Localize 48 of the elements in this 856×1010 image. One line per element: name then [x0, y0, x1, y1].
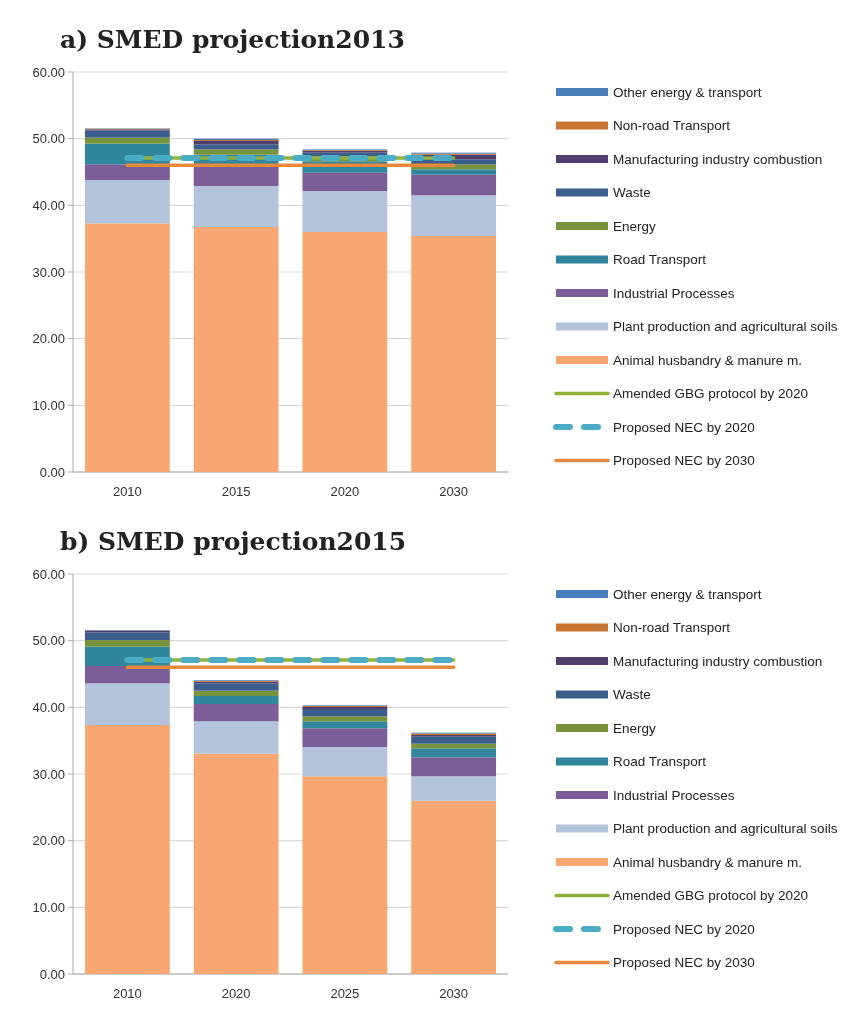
y-tick-label: 40.00 — [32, 699, 65, 715]
legend-label: Proposed NEC by 2020 — [613, 419, 755, 435]
legend-label: Proposed NEC by 2020 — [613, 921, 755, 937]
y-tick-label: 30.00 — [32, 264, 65, 280]
legend-label: Manufacturing industry combustion — [613, 653, 823, 669]
legend-label: Waste — [613, 687, 651, 703]
legend-label: Other energy & transport — [613, 586, 762, 602]
y-tick-label: 0.00 — [39, 966, 65, 982]
y-tick-label: 50.00 — [32, 633, 65, 649]
y-tick-label: 20.00 — [32, 833, 65, 849]
x-tick-label: 2015 — [221, 484, 251, 499]
x-tick-label: 2010 — [112, 986, 142, 1001]
y-tick-label: 40.00 — [32, 197, 65, 213]
y-tick-label: 50.00 — [32, 131, 65, 147]
legend-label: Proposed NEC by 2030 — [613, 955, 755, 971]
legend-label: Road Transport — [613, 252, 707, 268]
legend-label: Non-road Transport — [613, 620, 731, 636]
y-tick-label: 0.00 — [39, 464, 65, 480]
chart-title: b) SMED projection2015 — [60, 527, 407, 556]
legend-label: Amended GBG protocol by 2020 — [613, 888, 809, 904]
legend-label: Proposed NEC by 2030 — [613, 453, 755, 469]
legend-label: Plant production and agricultural soils — [613, 319, 838, 335]
legend-label: Energy — [613, 720, 657, 736]
x-tick-label: 2020 — [330, 484, 360, 499]
legend-label: Plant production and agricultural soils — [613, 821, 838, 837]
chart-title: a) SMED projection2013 — [60, 25, 405, 54]
y-tick-label: 60.00 — [32, 566, 65, 582]
y-tick-label: 60.00 — [32, 64, 65, 80]
x-tick-label: 2030 — [439, 484, 469, 499]
x-tick-label: 2020 — [221, 986, 251, 1001]
legend-label: Manufacturing industry combustion — [613, 151, 823, 167]
legend-label: Industrial Processes — [613, 285, 735, 301]
y-tick-label: 30.00 — [32, 766, 65, 782]
x-tick-label: 2025 — [330, 986, 360, 1001]
x-tick-label: 2010 — [112, 484, 142, 499]
legend-label: Animal husbandry & manure m. — [613, 352, 803, 368]
legend-label: Energy — [613, 218, 657, 234]
y-tick-label: 10.00 — [32, 397, 65, 413]
legend-label: Amended GBG protocol by 2020 — [613, 386, 809, 402]
legend-label: Industrial Processes — [613, 787, 735, 803]
legend-label: Road Transport — [613, 754, 707, 770]
legend-label: Waste — [613, 185, 651, 201]
legend-label: Non-road Transport — [613, 118, 731, 134]
x-tick-label: 2030 — [439, 986, 469, 1001]
legend-label: Other energy & transport — [613, 84, 762, 100]
legend-label: Animal husbandry & manure m. — [613, 854, 803, 870]
y-tick-label: 10.00 — [32, 899, 65, 915]
y-tick-label: 20.00 — [32, 331, 65, 347]
